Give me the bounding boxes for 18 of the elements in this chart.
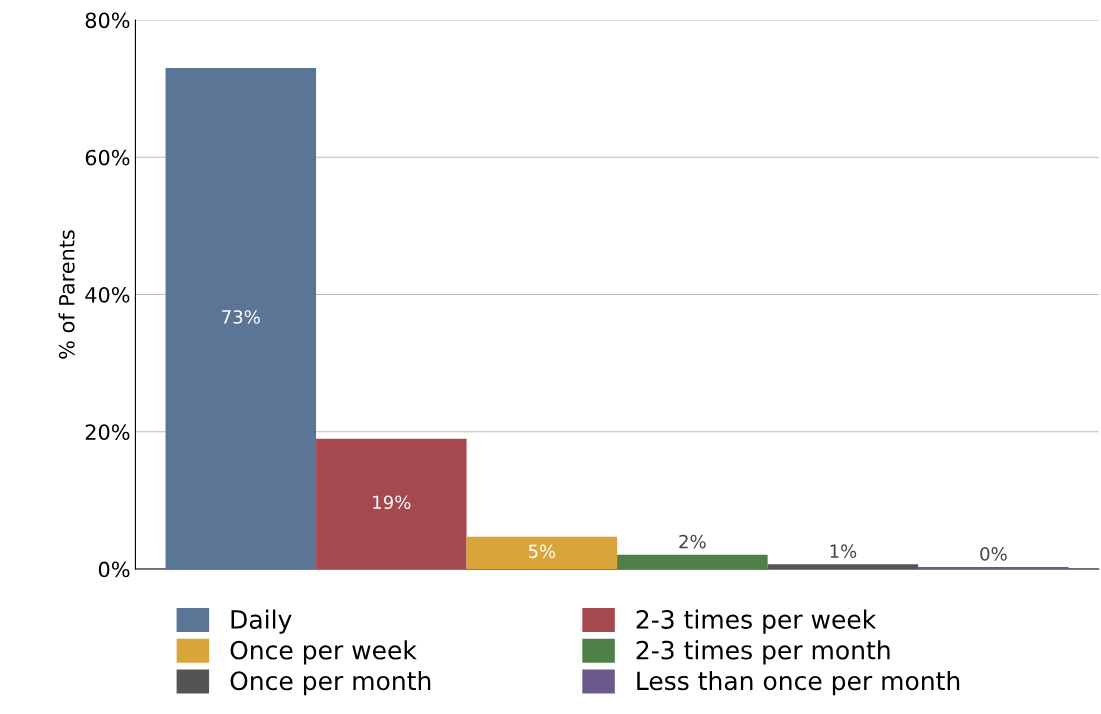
- data-label: 0%: [980, 547, 1007, 561]
- y-tick-label: 20%: [85, 424, 130, 440]
- y-tick-label: 80%: [85, 12, 130, 29]
- data-label: 19%: [373, 495, 411, 510]
- y-tick-label: 0%: [98, 561, 130, 578]
- legend-label: Less than once per month: [637, 670, 960, 696]
- data-label: 5%: [528, 544, 556, 559]
- legend-label: 2-3 times per month: [636, 640, 890, 665]
- y-tick-label: 60%: [85, 149, 130, 166]
- y-tick-label: 40%: [85, 286, 130, 303]
- data-label: 2%: [679, 534, 706, 549]
- data-label: 73%: [222, 310, 260, 324]
- legend-label: 2-3 times per week: [636, 609, 877, 634]
- legend-label: Daily: [231, 609, 292, 634]
- data-label: 1%: [830, 544, 857, 559]
- legend-label: Once per week: [230, 640, 417, 665]
- legend-label: Once per month: [230, 670, 431, 696]
- y-axis-title: % of Parents: [58, 230, 75, 359]
